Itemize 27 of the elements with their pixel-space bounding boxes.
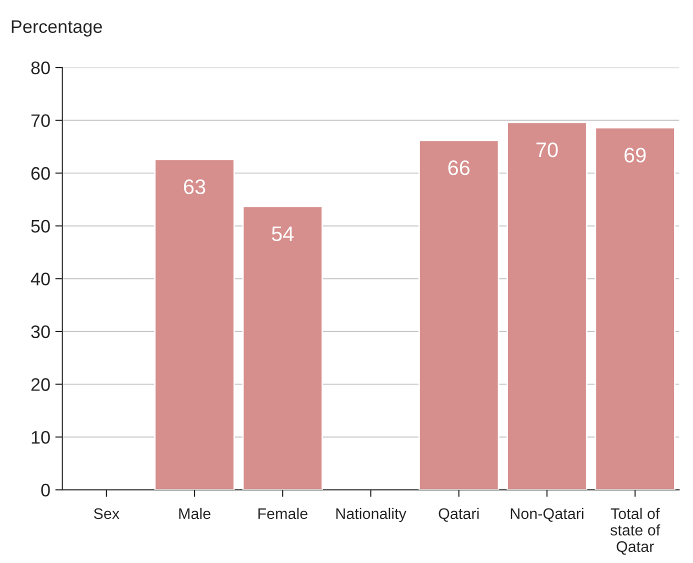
y-tick-label: 40 bbox=[30, 272, 50, 286]
x-tick-label: Nationality bbox=[336, 508, 406, 522]
x-tick-label: Total of state of Qatar bbox=[610, 508, 660, 555]
x-tick-label: Qatari bbox=[438, 508, 479, 522]
data-label: 69 bbox=[624, 148, 646, 162]
data-label: 66 bbox=[448, 160, 470, 176]
bar bbox=[506, 122, 588, 490]
y-tick-label: 50 bbox=[31, 220, 50, 233]
y-tick-label: 20 bbox=[31, 378, 50, 391]
y-axis-title: Percentage bbox=[12, 20, 102, 37]
y-tick-label: 70 bbox=[31, 114, 50, 128]
y-tick-label: 80 bbox=[31, 61, 50, 74]
data-label: 70 bbox=[536, 142, 558, 158]
y-tick-label: 0 bbox=[41, 484, 50, 497]
bar bbox=[154, 158, 235, 490]
x-tick-label: Sex bbox=[94, 508, 120, 520]
data-label: 54 bbox=[272, 226, 294, 242]
bar bbox=[418, 140, 500, 490]
y-tick-label: 10 bbox=[32, 430, 50, 444]
y-tick-label: 60 bbox=[31, 167, 50, 180]
x-tick-label: Non-Qatari bbox=[510, 508, 584, 522]
data-label: 63 bbox=[184, 179, 206, 194]
y-tick-label: 30 bbox=[31, 325, 50, 338]
bar bbox=[242, 206, 323, 490]
bar bbox=[594, 127, 676, 490]
x-tick-label: Male bbox=[179, 508, 210, 520]
x-tick-label: Female bbox=[258, 508, 308, 520]
